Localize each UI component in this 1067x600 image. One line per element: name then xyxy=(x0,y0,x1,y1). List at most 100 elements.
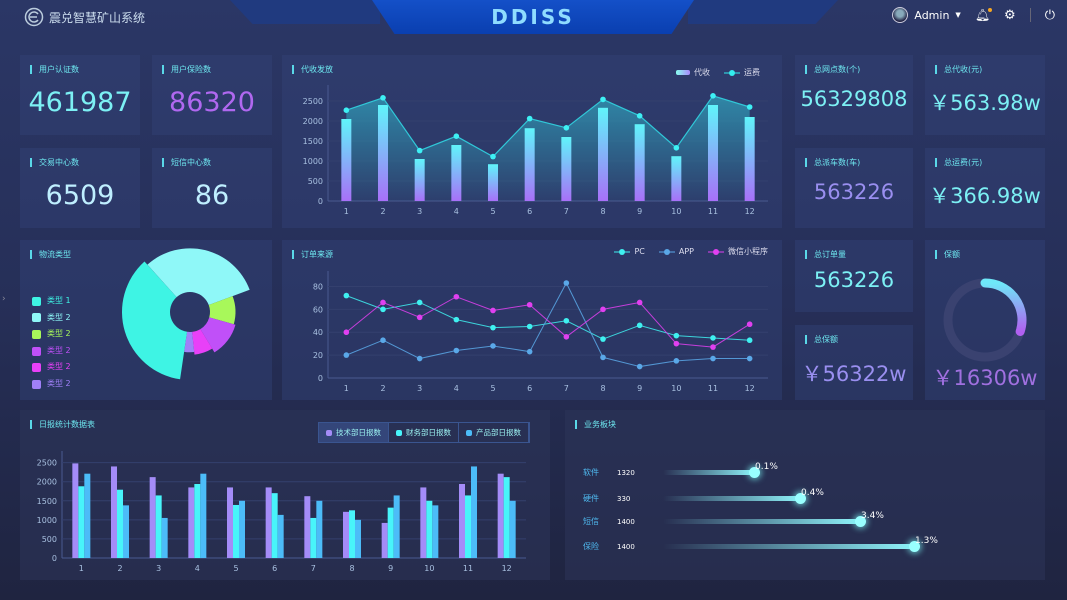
kpi-label: 总网点数(个) xyxy=(805,65,860,74)
rose-slice xyxy=(122,261,188,380)
bar-series-2 xyxy=(84,473,91,558)
data-point xyxy=(563,317,570,324)
logo-icon xyxy=(24,7,44,27)
data-point xyxy=(636,299,643,306)
tab-series[interactable]: 产品部日报数 xyxy=(459,423,529,442)
data-point xyxy=(490,324,496,331)
kpi-value: ￥563.98w xyxy=(929,91,1041,115)
legend-swatch xyxy=(326,429,332,436)
legend-item[interactable]: 类型 2 xyxy=(32,326,71,343)
bar-series-2 xyxy=(161,517,168,558)
rose-slice xyxy=(147,248,250,306)
logo: 震兑智慧矿山系统 xyxy=(24,7,145,27)
kpi-card-insured: 保额 ￥16306w xyxy=(925,240,1045,400)
progress-bar xyxy=(663,493,806,504)
bar-series-1 xyxy=(271,493,278,558)
bar-series-0 xyxy=(188,487,195,558)
logistics-rose-chart xyxy=(122,248,250,380)
point-运费 xyxy=(380,95,386,101)
data-point xyxy=(526,348,533,355)
panel-title: 日报统计数据表 xyxy=(30,420,95,429)
sidebar-toggle-icon[interactable]: › xyxy=(2,294,6,304)
data-point xyxy=(600,336,606,342)
x-tick-label: 6 xyxy=(272,564,277,573)
business-row: 软件 1320 0.1% xyxy=(583,462,778,478)
data-point xyxy=(746,355,753,362)
tab-series[interactable]: 技术部日报数 xyxy=(319,423,389,442)
bar-代收 xyxy=(341,119,352,201)
legend-item[interactable]: 运费 xyxy=(724,67,760,78)
x-tick-label: 1 xyxy=(344,207,349,216)
y-tick-label: 2500 xyxy=(37,459,57,468)
legend-item[interactable]: 类型 2 xyxy=(32,359,71,376)
legend-item[interactable]: PC xyxy=(614,247,645,256)
legend-item[interactable]: 类型 2 xyxy=(32,310,71,327)
rose-slice xyxy=(208,296,236,325)
legend-item[interactable]: 代收 xyxy=(676,67,710,78)
rose-slice xyxy=(192,329,213,355)
legend-label: PC xyxy=(634,247,645,256)
data-point xyxy=(416,299,423,306)
point-运费 xyxy=(563,125,570,131)
x-tick-label: 11 xyxy=(463,564,473,573)
x-tick-label: 8 xyxy=(600,207,605,216)
business-panel: 业务板块 软件 1320 0.1% 硬件 330 0.4% 短信 1400 3.4% 保险 1400… xyxy=(565,410,1045,580)
kpi-value: 563226 xyxy=(813,268,895,292)
bar-series-1 xyxy=(310,517,317,558)
bar-series-0 xyxy=(381,522,388,558)
bell-icon[interactable]: 🔔︎ xyxy=(974,8,993,22)
data-point xyxy=(746,337,753,344)
data-point xyxy=(710,335,716,341)
data-point xyxy=(600,354,606,361)
data-point xyxy=(563,334,570,340)
legend-item[interactable]: 类型 1 xyxy=(32,293,71,310)
business-percent: 0.4% xyxy=(801,488,824,498)
legend-label: 类型 2 xyxy=(47,312,71,322)
data-point xyxy=(526,301,533,308)
user-menu[interactable]: Admin ▼ xyxy=(892,7,961,23)
kpi-card-user-auth: 用户认证数 461987 xyxy=(20,55,140,135)
x-tick-label: 5 xyxy=(490,384,495,393)
data-point xyxy=(600,306,606,313)
chevron-down-icon: ▼ xyxy=(955,11,961,19)
bar-代收 xyxy=(598,107,608,201)
x-tick-label: 7 xyxy=(564,384,569,393)
bar-series-0 xyxy=(111,466,117,558)
kpi-label: 总订单量 xyxy=(805,250,846,259)
legend-swatch xyxy=(466,429,472,436)
x-tick-label: 6 xyxy=(527,207,532,216)
legend-item[interactable]: 微信小程序 xyxy=(708,246,768,257)
bar-代收 xyxy=(524,128,535,201)
bar-series-1 xyxy=(233,504,239,558)
legend-item[interactable]: 类型 2 xyxy=(32,376,71,393)
business-name: 保险 xyxy=(583,542,599,551)
y-tick-label: 2000 xyxy=(37,478,57,487)
legend-item[interactable]: APP xyxy=(658,247,694,256)
kpi-label: 总运费(元) xyxy=(935,158,982,167)
tab-series[interactable]: 财务部日报数 xyxy=(389,423,459,442)
business-value: 1400 xyxy=(617,542,635,551)
order-source-panel: 订单来源 PC APP 微信小程序 0 20 40 60 80 1 2 3 4 5 6 7 8 9 10 11 12 xyxy=(282,240,782,400)
x-tick-label: 3 xyxy=(417,384,422,393)
kpi-label: 总代收(元) xyxy=(935,65,982,74)
x-tick-label: 10 xyxy=(424,564,434,573)
bar-series-2 xyxy=(123,505,129,558)
legend-swatch xyxy=(32,346,41,356)
x-tick-label: 10 xyxy=(671,207,681,216)
logistics-type-panel: 物流类型 类型 1 类型 2 类型 2 类型 2 类型 2 类型 2 xyxy=(20,240,272,400)
gear-icon[interactable]: ⚙ xyxy=(1004,7,1016,23)
data-point xyxy=(563,280,570,286)
data-point xyxy=(453,347,460,354)
y-tick-label: 500 xyxy=(308,177,323,186)
y-tick-label: 0 xyxy=(318,374,323,383)
legend-item[interactable]: 类型 2 xyxy=(32,343,71,360)
bar-代收 xyxy=(561,137,572,201)
point-运费 xyxy=(600,96,606,103)
bar-series-0 xyxy=(72,463,79,558)
power-icon[interactable]: ⏻ xyxy=(1044,7,1055,23)
bar-代收 xyxy=(414,159,425,201)
bar-series-1 xyxy=(465,495,471,558)
data-point xyxy=(526,323,533,330)
point-运费 xyxy=(453,133,460,139)
header-decoration xyxy=(230,0,380,24)
